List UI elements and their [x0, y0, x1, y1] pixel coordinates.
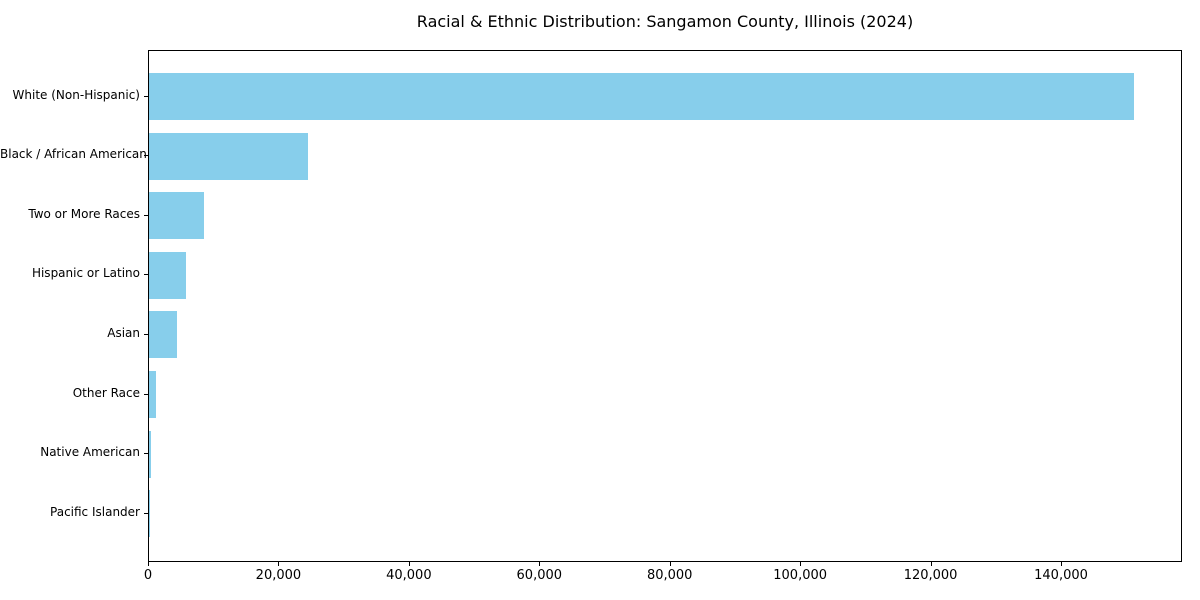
x-tick-mark: [148, 562, 149, 566]
x-tick-label: 80,000: [646, 568, 693, 583]
x-tick-label: 140,000: [1034, 568, 1088, 583]
y-tick-mark: [144, 512, 148, 514]
x-tick-label: 0: [143, 568, 153, 583]
bar-other-race: [149, 371, 157, 418]
x-tick-label: 120,000: [903, 568, 958, 583]
y-tick-mark: [144, 393, 148, 395]
y-tick-label: Asian: [107, 325, 140, 340]
y-tick-label: Black / African American: [0, 147, 147, 162]
y-tick-label: Pacific Islander: [50, 504, 140, 519]
bar-asian: [149, 311, 178, 359]
x-tick-mark: [1061, 562, 1063, 566]
bar-hispanic-or-latino: [149, 251, 187, 299]
chart-title: Racial & Ethnic Distribution: Sangamon C…: [416, 12, 914, 31]
y-tick-label: Hispanic or Latino: [31, 266, 140, 281]
x-tick-label: 40,000: [386, 568, 432, 583]
x-tick-label: 60,000: [516, 568, 563, 583]
y-tick-mark: [144, 155, 148, 157]
y-tick-mark: [144, 333, 148, 335]
x-tick-mark: [930, 562, 932, 566]
x-tick-mark: [408, 562, 410, 566]
y-tick-label: Native American: [40, 445, 140, 460]
plot-area: [148, 50, 1182, 562]
y-tick-label: White (Non-Hispanic): [12, 87, 140, 102]
x-tick-mark: [669, 562, 671, 566]
bar-native-american: [149, 430, 151, 478]
y-tick-mark: [144, 95, 148, 97]
y-tick-mark: [144, 214, 148, 216]
x-tick-mark: [539, 562, 541, 566]
y-tick-label: Other Race: [72, 385, 140, 400]
y-tick-label: Two or More Races: [28, 206, 140, 221]
x-tick-mark: [278, 562, 280, 566]
y-tick-mark: [144, 274, 148, 276]
x-tick-label: 100,000: [773, 568, 828, 583]
x-tick-mark: [800, 562, 802, 566]
bar-black-african-american: [149, 132, 309, 180]
x-tick-label: 20,000: [255, 568, 302, 583]
bar-white-non-hispanic: [149, 73, 1134, 120]
y-tick-mark: [144, 453, 148, 455]
bar-two-or-more-races: [149, 192, 204, 240]
